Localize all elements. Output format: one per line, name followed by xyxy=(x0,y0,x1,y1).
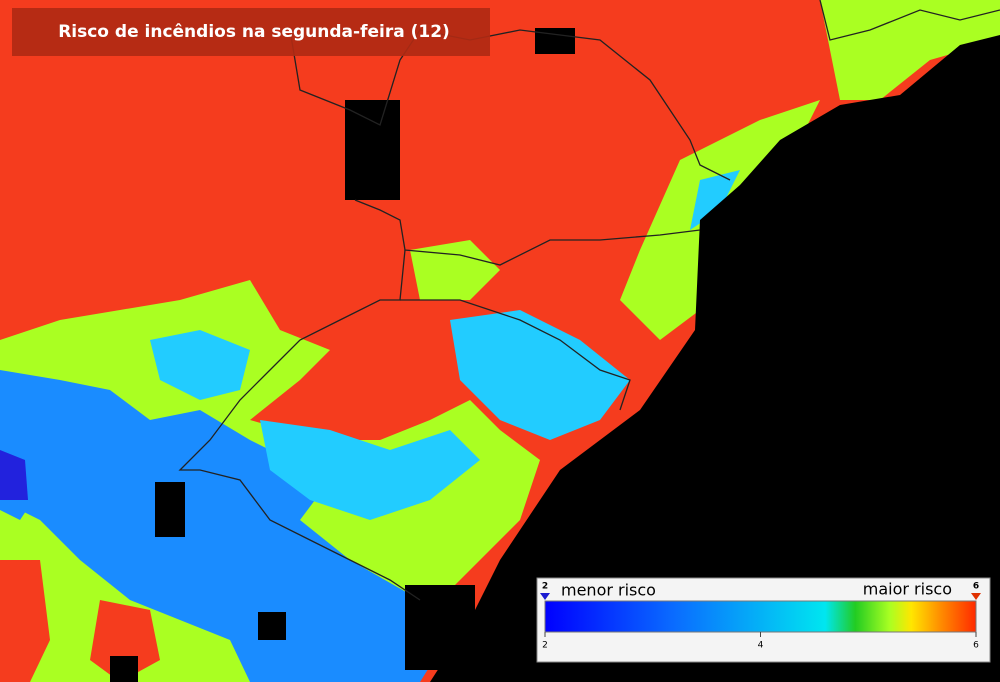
legend-low-label: menor risco xyxy=(561,581,656,600)
scale-end-marker xyxy=(540,593,550,600)
color-scale xyxy=(544,600,977,633)
scale-tick-label: 6 xyxy=(973,641,979,651)
title: Risco de incêndios na segunda-feira (12) xyxy=(58,22,450,42)
title-box xyxy=(12,8,490,56)
scale-end-label: 6 xyxy=(973,582,979,592)
legend: menor risco maior risco xyxy=(536,577,991,663)
legend-high-label: maior risco xyxy=(863,580,952,599)
scale-tick-label: 2 xyxy=(542,641,548,651)
ocean xyxy=(430,35,1000,682)
scale-end-marker xyxy=(971,593,981,600)
scale-tick-label: 4 xyxy=(758,641,764,651)
borders xyxy=(178,0,1000,601)
scale-end-label: 2 xyxy=(542,582,548,592)
no-data-cells xyxy=(110,28,575,682)
